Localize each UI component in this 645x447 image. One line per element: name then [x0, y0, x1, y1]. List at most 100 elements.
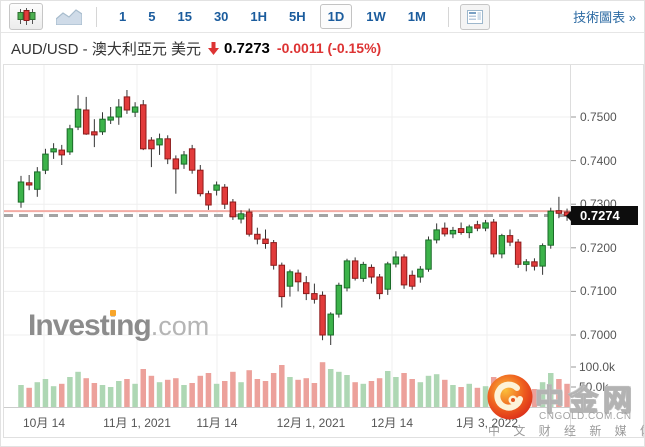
toolbar-separator — [447, 6, 449, 27]
cngold-domain: CNGOLD.COM.CN — [539, 411, 632, 422]
volume-bar — [319, 362, 326, 407]
candle-body — [107, 116, 114, 121]
candle-body — [123, 96, 131, 111]
chart-canvas[interactable] — [4, 65, 643, 437]
last-price: 0.7273 — [224, 39, 270, 57]
candle-body — [531, 261, 538, 267]
time-axis-label: 11月 1, 2021 — [103, 416, 171, 430]
candle-body — [148, 139, 155, 150]
candle-body — [319, 294, 326, 336]
price-axis-label: 0.7000 — [580, 328, 617, 342]
candle-body — [425, 239, 432, 270]
pair-title: AUD/USD - 澳大利亞元 美元 — [11, 40, 202, 58]
volume-bar — [409, 379, 415, 407]
line-style-button[interactable] — [53, 4, 85, 29]
volume-bar — [148, 375, 155, 407]
volume-axis-label: 100.0k — [579, 360, 616, 374]
volume-bar — [564, 383, 570, 407]
candle-body — [327, 313, 334, 336]
candle-body — [368, 266, 375, 278]
candlestick-style-button[interactable] — [9, 3, 43, 30]
volume-bar — [75, 371, 81, 407]
volume-bar — [295, 379, 301, 407]
volume-bar — [230, 371, 236, 407]
volume-bar — [107, 387, 114, 407]
timeframe-1D[interactable]: 1D — [319, 4, 353, 29]
current-price-tag: 0.7274 — [566, 206, 638, 226]
candle-body — [547, 210, 554, 246]
panel-button[interactable] — [459, 3, 490, 30]
candle-body — [457, 228, 465, 234]
tech-chart-link[interactable]: 技術圖表 » — [573, 10, 636, 25]
volume-bar — [140, 369, 146, 407]
volume-bar — [368, 381, 375, 407]
candle-body — [262, 238, 269, 245]
time-axis-label: 10月 14 — [22, 416, 66, 430]
candle-body — [490, 221, 497, 255]
candle-body — [376, 276, 383, 295]
time-axis-label: 12月 1, 2021 — [276, 416, 346, 430]
volume-bar — [344, 375, 350, 407]
candle-body — [99, 118, 106, 133]
timeframe-1[interactable]: 1 — [111, 4, 134, 29]
volume-bar — [34, 382, 41, 407]
price-axis-label: 0.7400 — [580, 153, 617, 168]
timeframe-30[interactable]: 30 — [206, 4, 236, 29]
volume-bar — [181, 385, 187, 407]
volume-bar — [91, 383, 98, 407]
candle-body — [474, 224, 481, 229]
volume-bar — [67, 377, 73, 407]
candle-body — [115, 106, 123, 118]
candle-body — [466, 226, 473, 234]
candle-body — [131, 106, 139, 113]
candle-body — [351, 260, 359, 279]
volume-bar — [99, 385, 106, 407]
price-axis-label: 0.7100 — [580, 284, 617, 299]
volume-bar — [425, 375, 432, 407]
price-down-arrow-icon — [208, 41, 220, 55]
volume-bar — [238, 382, 244, 407]
candle-body — [17, 181, 25, 203]
timeframe-1M[interactable]: 1M — [400, 4, 434, 29]
candle-body — [180, 154, 188, 165]
candle-body — [82, 109, 90, 135]
volume-bar — [393, 377, 399, 407]
volume-bar — [417, 382, 424, 407]
volume-bar — [401, 373, 407, 407]
volume-bar — [116, 381, 122, 407]
line-chart-icon — [56, 8, 82, 25]
volume-bar — [482, 386, 489, 407]
candle-body — [441, 227, 449, 235]
candle-body — [197, 169, 204, 195]
candle-body — [237, 213, 245, 220]
time-axis-label: 12月 14 — [370, 416, 414, 430]
volume-bar — [433, 374, 440, 407]
candle-body — [523, 261, 530, 265]
timeframe-15[interactable]: 15 — [169, 4, 199, 29]
volume-bar — [376, 378, 383, 407]
timeframe-1H[interactable]: 1H — [242, 4, 275, 29]
candle-body — [270, 242, 277, 266]
candle-body — [164, 138, 171, 160]
candle-body — [245, 211, 253, 235]
volume-bar — [270, 373, 277, 407]
volume-bar — [197, 375, 204, 407]
chart-panel: Investing.com 0.7500 0.7400 0.7300 0.7200 0.… — [3, 64, 644, 438]
panel-icon — [466, 9, 483, 24]
candle-body — [433, 229, 440, 241]
volume-bar — [246, 370, 252, 407]
candle-body — [343, 260, 351, 289]
candle-body — [400, 256, 408, 286]
candle-body — [294, 272, 302, 283]
timeframe-group: 1 5 15 30 1H 5H 1D 1W 1M — [108, 4, 437, 29]
timeframe-5[interactable]: 5 — [140, 4, 163, 29]
timeframe-1W[interactable]: 1W — [358, 4, 394, 29]
volume-bar — [254, 379, 261, 407]
candle-body — [482, 222, 489, 229]
timeframe-5H[interactable]: 5H — [281, 4, 314, 29]
volume-bar — [539, 382, 546, 407]
candle-body — [311, 293, 318, 300]
candle-body — [286, 271, 294, 287]
volume-bar — [164, 379, 171, 407]
candle-body — [514, 241, 522, 265]
